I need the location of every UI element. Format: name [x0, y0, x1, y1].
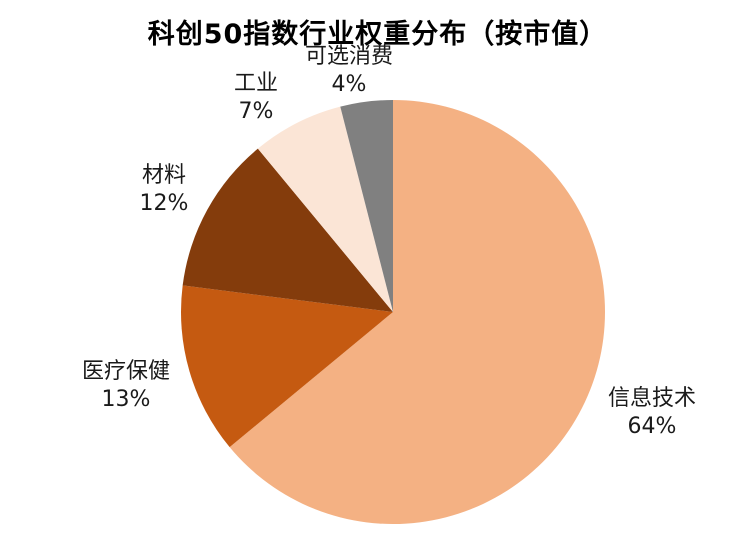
slice-label-0: 信息技术 [608, 386, 696, 411]
pie-slice-0 [229, 100, 606, 524]
slice-pct-label-4: 4% [332, 72, 367, 97]
slice-label-2: 材料 [142, 163, 186, 188]
pie-slice-2 [182, 148, 393, 312]
pie-labels: 信息技术 64% 医疗保健 13% 材料 12% 工业 7% 可选消费 4% [82, 44, 696, 439]
pie-slices [180, 100, 606, 524]
slice-pct-label-2: 12% [140, 191, 189, 216]
slice-label-1: 医疗保健 [82, 359, 170, 384]
pie-slice-3 [257, 106, 393, 312]
slice-pct-label-3: 7% [239, 99, 274, 124]
slice-label-3: 工业 [234, 71, 278, 96]
pie-slice-1 [180, 285, 393, 448]
chart-title: 科创50指数行业权重分布（按市值） [147, 19, 608, 50]
slice-pct-label-1: 13% [102, 387, 151, 412]
pie-slice-4 [340, 100, 393, 312]
slice-label-4: 可选消费 [305, 44, 393, 69]
slice-pct-label-0: 64% [628, 414, 677, 439]
